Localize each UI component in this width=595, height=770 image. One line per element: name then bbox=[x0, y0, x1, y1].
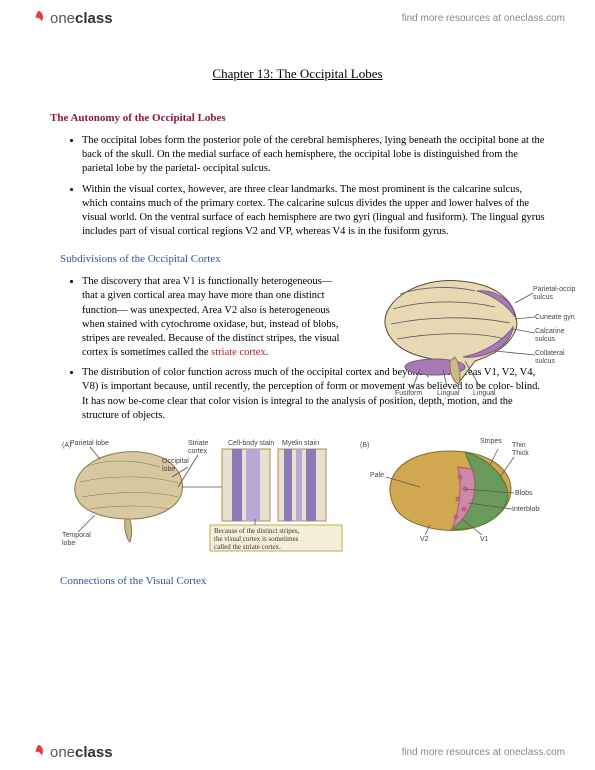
chapter-title: Chapter 13: The Occipital Lobes bbox=[50, 66, 545, 82]
label-stripes: Stripes bbox=[480, 438, 502, 445]
label-interblobs: Interblobs bbox=[512, 506, 540, 513]
label-lingual-s: Lingualsulcus bbox=[437, 390, 460, 399]
label-temporal: Temporallobe bbox=[62, 532, 91, 547]
tagline-bottom[interactable]: find more resources at oneclass.com bbox=[402, 747, 565, 758]
list-item: The discovery that area V1 is functional… bbox=[82, 275, 340, 360]
label-myelin: Myelin stain bbox=[282, 440, 319, 447]
caption-line: the visual cortex is sometimes bbox=[214, 535, 299, 543]
brand-logo-footer[interactable]: oneclass bbox=[30, 743, 113, 761]
label-cellbody: Cell-body stain bbox=[228, 440, 274, 447]
leaf-icon bbox=[30, 9, 48, 27]
label-calcarine: Calcarinesulcus bbox=[535, 328, 565, 343]
label-pale: Pale bbox=[370, 472, 384, 479]
brain-medial-figure: Parietal-occipitalsulcus Cuneate gyrus C… bbox=[365, 269, 575, 399]
label-lingual-g: Lingualgyrus bbox=[473, 390, 496, 399]
label-parietal: Parietal lobe bbox=[70, 440, 109, 447]
heading-subdivisions: Subdivisions of the Occipital Cortex bbox=[60, 253, 545, 265]
label-v1: V1 bbox=[480, 536, 489, 543]
document-body: Chapter 13: The Occipital Lobes The Auto… bbox=[0, 36, 595, 587]
caption-line: Because of the distinct stripes, bbox=[214, 527, 300, 535]
caption-line: called the striate cortex. bbox=[214, 543, 281, 551]
tagline-top[interactable]: find more resources at oneclass.com bbox=[402, 13, 565, 24]
label-striate: Striatecortex bbox=[188, 440, 208, 455]
autonomy-list: The occipital lobes form the posterior p… bbox=[50, 134, 545, 239]
heading-autonomy: The Autonomy of the Occipital Lobes bbox=[50, 112, 545, 124]
logo-text: oneclass bbox=[50, 744, 113, 761]
leaf-icon bbox=[30, 743, 48, 761]
label-v2: V2 bbox=[420, 536, 429, 543]
subdivisions-row: The discovery that area V1 is functional… bbox=[50, 275, 545, 360]
heading-connections: Connections of the Visual Cortex bbox=[60, 575, 545, 587]
label-collateral: Collateralsulcus bbox=[535, 350, 565, 365]
label-po: Parietal-occipitalsulcus bbox=[533, 286, 575, 301]
page-header: oneclass find more resources at oneclass… bbox=[0, 0, 595, 36]
list-item: Within the visual cortex, however, are t… bbox=[82, 183, 545, 240]
brand-logo[interactable]: oneclass bbox=[30, 9, 113, 27]
label-thick: Thick bbox=[512, 450, 529, 457]
logo-text: oneclass bbox=[50, 10, 113, 27]
label-blobs: Blobs bbox=[515, 490, 533, 497]
label-B: (B) bbox=[360, 442, 369, 449]
label-thin: Thin bbox=[512, 442, 526, 449]
text-span: The discovery that area V1 is functional… bbox=[82, 276, 339, 358]
term-striate: striate cortex bbox=[211, 347, 266, 358]
text-span: . bbox=[266, 347, 269, 358]
subdivisions-list-narrow: The discovery that area V1 is functional… bbox=[50, 275, 340, 360]
page-footer: oneclass find more resources at oneclass… bbox=[0, 734, 595, 770]
striate-cortex-figure: (A) Parietal lobe Occipitallobe Temporal… bbox=[60, 437, 540, 552]
label-cuneate: Cuneate gyrus bbox=[535, 314, 575, 321]
label-fusiform: Fusiformgyrus bbox=[395, 390, 422, 399]
list-item: The occipital lobes form the posterior p… bbox=[82, 134, 545, 177]
